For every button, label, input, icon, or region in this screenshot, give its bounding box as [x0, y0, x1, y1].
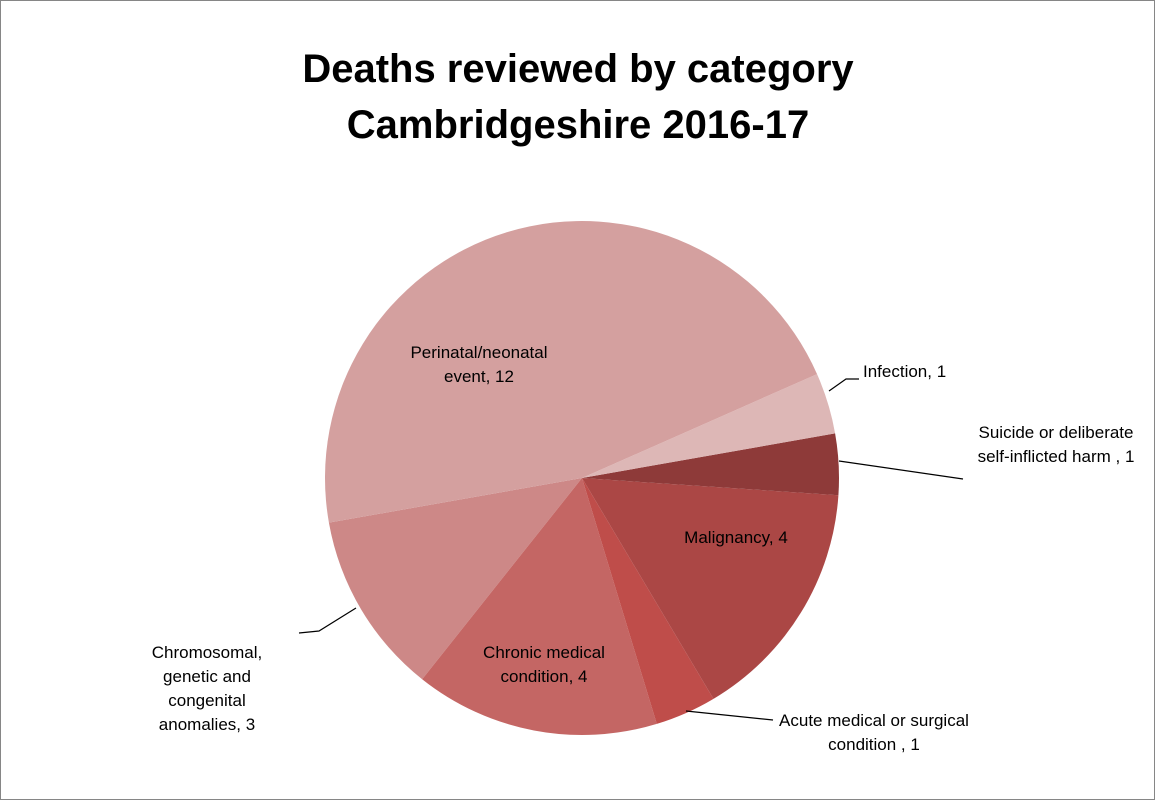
- data-label: Malignancy, 4: [684, 528, 788, 547]
- leader-line: [838, 460, 964, 480]
- chart-title: Deaths reviewed by category Cambridgeshi…: [302, 47, 854, 147]
- pie-slice: [582, 478, 839, 699]
- pie-slice: [582, 374, 836, 478]
- data-label: Acute medical or surgical condition , 1: [779, 711, 969, 754]
- leader-line: [685, 710, 774, 721]
- pie-slice: [582, 433, 840, 496]
- pie-slice: [328, 478, 582, 680]
- data-label: Suicide or deliberate self-inflicted har…: [977, 423, 1135, 466]
- data-label: Chromosomal, genetic and congenital anom…: [151, 643, 263, 734]
- pie-slice: [325, 221, 818, 523]
- data-label: Infection, 1: [863, 362, 947, 381]
- data-label: Chronic medical condition, 4: [483, 643, 605, 686]
- leader-line: [828, 378, 859, 392]
- pie-slice: [422, 478, 657, 736]
- leader-line: [298, 607, 357, 634]
- pie-slice: [582, 478, 714, 724]
- data-label: Perinatal/neonatal event, 12: [410, 343, 548, 386]
